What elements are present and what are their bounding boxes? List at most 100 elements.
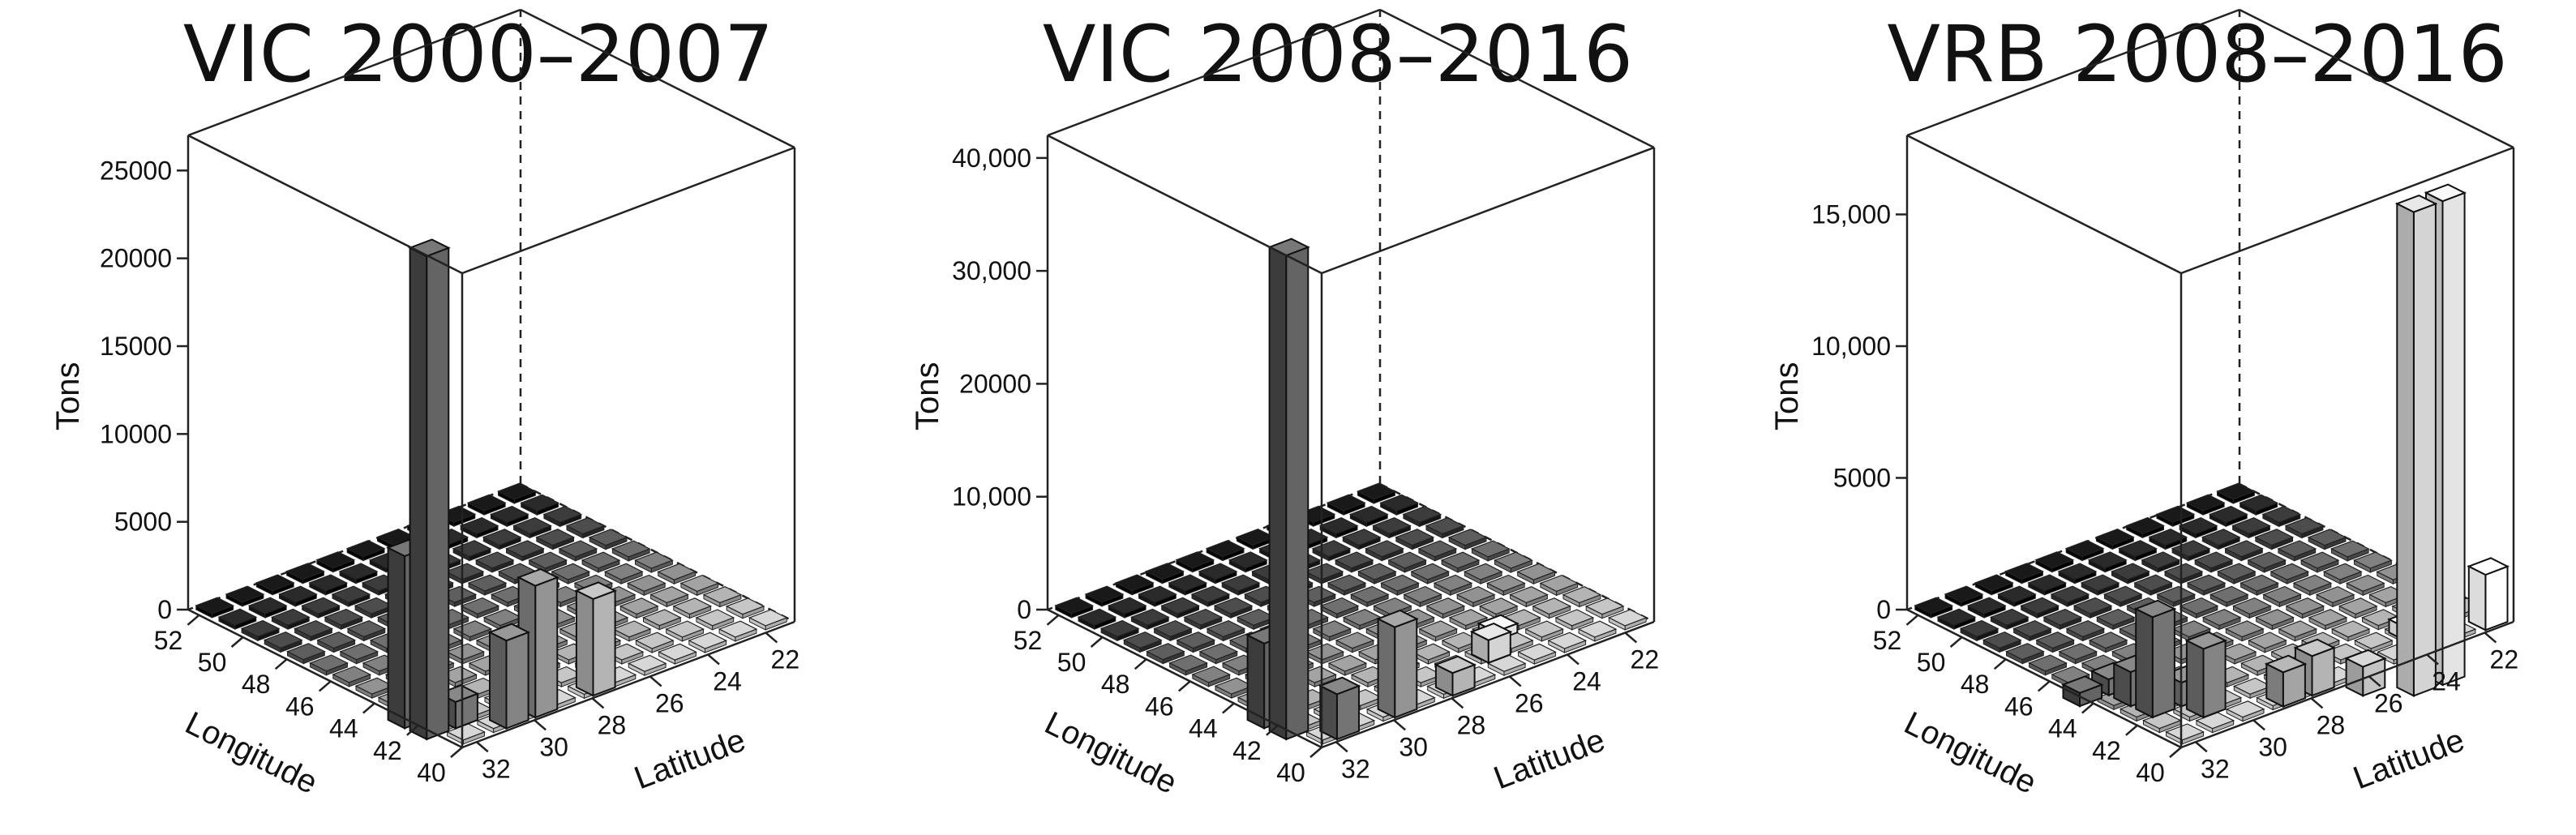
floor-tile [1395, 529, 1435, 550]
floor-tile [603, 563, 644, 584]
bar [2264, 654, 2308, 709]
floor-tile [467, 574, 508, 596]
floor-tile [1206, 619, 1246, 642]
floor-tile [217, 608, 258, 630]
floor-tile [2035, 632, 2076, 653]
z-tick-label: 20000 [959, 369, 1031, 398]
bar [2467, 557, 2510, 632]
z-axis-label: Tons [1769, 362, 1805, 431]
floor-tile [1327, 574, 1367, 596]
latitude-tick [2368, 675, 2381, 687]
floor-tile [1077, 608, 1117, 630]
floor-tile [1470, 540, 1511, 562]
latitude-tick-label: 28 [2317, 710, 2346, 739]
floor-tile [1532, 597, 1572, 619]
bar [2133, 599, 2177, 719]
floor-tile [2201, 529, 2241, 550]
floor-tile [460, 597, 500, 619]
latitude-tick-label: 28 [598, 710, 627, 739]
floor-tile [2095, 608, 2136, 631]
floor-tile [1138, 585, 1177, 607]
panel-title: VIC 2000–2007 [183, 9, 774, 100]
floor-tile [665, 620, 705, 642]
floor-tile [2072, 597, 2113, 619]
floor-tile [345, 540, 386, 562]
floor-tile [1198, 643, 1239, 665]
floor-tile [1974, 574, 2014, 596]
floor-tile [1425, 517, 1465, 539]
floor-tile [657, 563, 697, 585]
longitude-tick-label: 48 [242, 670, 271, 699]
floor-tile [1959, 619, 2000, 642]
latitude-tick-label: 22 [1631, 644, 1660, 674]
floor-tile [2278, 620, 2318, 642]
box-edge [1047, 608, 1322, 749]
longitude-tick [230, 636, 244, 648]
floor-tile [1433, 574, 1473, 597]
latitude-tick-label: 30 [2258, 732, 2287, 761]
floor-tile [2005, 643, 2045, 665]
latitude-tick [2252, 719, 2265, 731]
floor-tile [2186, 574, 2227, 596]
longitude-tick [1905, 614, 1919, 626]
floor-tile [2195, 712, 2235, 734]
z-tick-label: 5000 [114, 507, 172, 537]
floor-tile [1447, 529, 1488, 550]
longitude-tick-label: 46 [285, 692, 315, 721]
floor-tile [1418, 620, 1459, 642]
z-tick-label: 30,000 [952, 256, 1031, 285]
longitude-tick-label: 50 [1057, 648, 1087, 677]
latitude-tick-label: 26 [2374, 688, 2403, 717]
floor-tile [1982, 631, 2022, 653]
floor-tile [309, 654, 349, 676]
floor-tile [1107, 597, 1147, 619]
longitude-tick [362, 702, 375, 714]
bar [1267, 238, 1310, 741]
floor-tile [2012, 619, 2052, 642]
box-edge [1047, 8, 1381, 137]
floor-tile [270, 608, 311, 631]
longitude-tick [1222, 702, 1235, 714]
panel-vic-2008-2016: VIC 2008–2016 0 10,000 20000 30,000 40,000 To… [910, 8, 1660, 801]
floor-tile [2247, 551, 2287, 573]
floor-tile [619, 597, 659, 619]
z-tick-label: 10000 [100, 419, 172, 448]
floor-tile [1129, 608, 1170, 631]
floor-tile [2065, 619, 2106, 642]
box-edge [1321, 146, 1655, 275]
latitude-tick [2310, 697, 2324, 709]
bars [386, 238, 618, 741]
box-edge [461, 620, 795, 749]
floor-tile [1425, 597, 1466, 619]
floor-tile [255, 574, 295, 596]
longitude-tick-label: 50 [198, 648, 227, 677]
floor-tile [1516, 563, 1556, 585]
z-tick-label: 0 [1017, 595, 1031, 624]
floor-tile [649, 586, 689, 608]
floor-tile [1122, 631, 1163, 653]
floor-tile [2064, 540, 2105, 562]
floor-tile [2050, 585, 2090, 607]
latitude-tick [1393, 719, 1406, 731]
box-edge [1906, 8, 2240, 137]
floor-tile [263, 631, 303, 653]
floor-tile [346, 619, 387, 642]
z-axis: 0 5000 10000 15000 20000 25000 Tons [50, 156, 188, 624]
longitude-tick [274, 658, 288, 670]
latitude-tick [1624, 632, 1638, 644]
latitude-tick-label: 24 [2432, 666, 2461, 696]
floor-tile [611, 620, 652, 642]
floor-tile [1084, 585, 1125, 607]
floor-tile [642, 609, 682, 631]
longitude-tick [450, 747, 463, 758]
latitude-tick-label: 24 [713, 666, 742, 696]
longitude-tick [2081, 702, 2094, 714]
floor-tile [1342, 609, 1382, 631]
bar [2184, 631, 2228, 719]
floor-tile [195, 597, 235, 619]
floor-tile [634, 551, 674, 573]
longitude-tick-label: 44 [1189, 714, 1218, 743]
box-edge [520, 8, 795, 149]
floor-tile [1403, 585, 1442, 608]
floor-tile [1379, 494, 1419, 516]
